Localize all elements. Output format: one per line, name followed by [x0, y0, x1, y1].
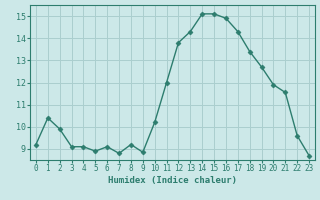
X-axis label: Humidex (Indice chaleur): Humidex (Indice chaleur) — [108, 176, 237, 185]
